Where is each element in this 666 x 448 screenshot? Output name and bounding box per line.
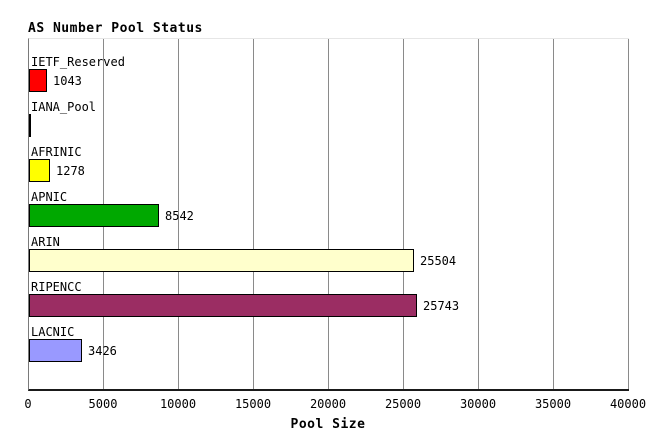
bar-value-label: 1278 bbox=[56, 163, 85, 178]
x-tick-label: 25000 bbox=[384, 397, 422, 411]
bar-value-label: 25743 bbox=[423, 298, 460, 313]
x-tick-label: 10000 bbox=[159, 397, 197, 411]
bar-apnic bbox=[29, 204, 159, 227]
category-label: ARIN bbox=[31, 235, 60, 249]
x-tick-label: 35000 bbox=[534, 397, 572, 411]
category-label: IETF_Reserved bbox=[31, 55, 125, 69]
plot-area: IETF_Reserved 1043 IANA_Pool AFRINIC 127… bbox=[28, 38, 629, 391]
x-tick-label: 5000 bbox=[88, 397, 118, 411]
x-tick-label: 30000 bbox=[459, 397, 497, 411]
category-label: IANA_Pool bbox=[31, 100, 97, 114]
bar-ietf-reserved bbox=[29, 69, 47, 92]
bar-value-label: 25504 bbox=[420, 253, 457, 268]
bar-ripencc bbox=[29, 294, 417, 317]
gridline-25000 bbox=[403, 39, 404, 389]
bar-iana-pool bbox=[29, 114, 31, 137]
gridline-15000 bbox=[253, 39, 254, 389]
category-label: RIPENCC bbox=[31, 280, 82, 294]
category-label: AFRINIC bbox=[31, 145, 82, 159]
x-tick-label: 40000 bbox=[609, 397, 647, 411]
gridline-20000 bbox=[328, 39, 329, 389]
bar-value-label: 1043 bbox=[53, 73, 82, 88]
chart-title: AS Number Pool Status bbox=[28, 21, 203, 36]
gridline-40000 bbox=[628, 39, 629, 389]
bar-arin bbox=[29, 249, 414, 272]
x-tick-label: 15000 bbox=[234, 397, 272, 411]
gridline-30000 bbox=[478, 39, 479, 389]
gridline-10000 bbox=[178, 39, 179, 389]
bar-lacnic bbox=[29, 339, 82, 362]
x-tick-label: 20000 bbox=[309, 397, 347, 411]
gridline-35000 bbox=[553, 39, 554, 389]
bar-afrinic bbox=[29, 159, 50, 182]
category-label: APNIC bbox=[31, 190, 68, 204]
bar-value-label: 8542 bbox=[165, 208, 194, 223]
x-tick-label: 0 bbox=[24, 397, 32, 411]
x-axis-title: Pool Size bbox=[290, 417, 366, 432]
bar-value-label: 3426 bbox=[88, 343, 117, 358]
category-label: LACNIC bbox=[31, 325, 75, 339]
